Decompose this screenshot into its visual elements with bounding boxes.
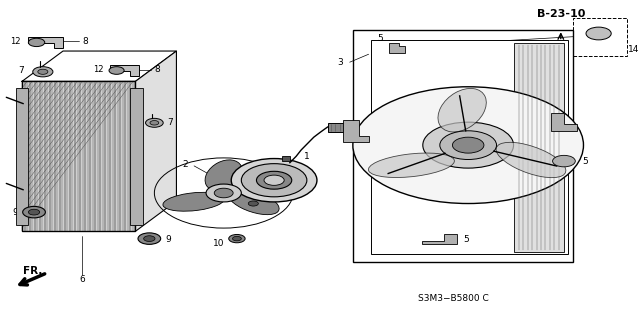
Circle shape [138, 233, 161, 244]
Text: 1: 1 [304, 152, 310, 161]
Bar [573, 18, 627, 56]
Text: 14: 14 [628, 45, 639, 54]
Bar [513, 43, 564, 252]
Polygon shape [551, 113, 577, 131]
Circle shape [440, 131, 497, 160]
Circle shape [241, 164, 307, 197]
Text: 6: 6 [79, 275, 84, 284]
Text: 13: 13 [539, 104, 550, 113]
Circle shape [423, 122, 513, 168]
Polygon shape [344, 120, 369, 142]
Circle shape [38, 69, 48, 74]
Text: FR.: FR. [23, 266, 42, 276]
Circle shape [232, 236, 241, 241]
Bar [131, 88, 143, 225]
Polygon shape [389, 43, 405, 53]
Circle shape [206, 184, 241, 202]
Bar [353, 30, 573, 262]
Ellipse shape [438, 88, 486, 132]
Text: 7: 7 [167, 118, 173, 127]
Text: B-23-10: B-23-10 [536, 9, 585, 19]
Bar [328, 123, 346, 132]
Circle shape [586, 27, 611, 40]
Text: 11: 11 [233, 196, 244, 204]
Circle shape [257, 171, 292, 189]
Circle shape [22, 206, 45, 218]
Circle shape [28, 38, 45, 47]
Circle shape [143, 236, 155, 241]
Circle shape [264, 175, 284, 185]
Circle shape [353, 87, 584, 204]
Text: 9: 9 [13, 208, 19, 217]
Polygon shape [28, 37, 63, 48]
Text: 9: 9 [165, 235, 171, 244]
Text: 12: 12 [10, 37, 20, 46]
Text: 5: 5 [378, 34, 383, 43]
Bar [282, 156, 291, 161]
Polygon shape [110, 65, 139, 76]
Ellipse shape [369, 153, 454, 177]
Bar [371, 40, 568, 254]
Polygon shape [22, 81, 136, 231]
Text: 5: 5 [582, 157, 588, 166]
Circle shape [228, 234, 245, 243]
Circle shape [109, 67, 124, 74]
Circle shape [33, 67, 53, 77]
Circle shape [28, 209, 40, 215]
Circle shape [214, 188, 233, 198]
Text: 15: 15 [329, 125, 340, 134]
Polygon shape [136, 51, 177, 231]
Bar [16, 88, 28, 225]
Circle shape [552, 155, 575, 167]
Circle shape [248, 201, 259, 206]
Text: 10: 10 [213, 239, 225, 248]
Circle shape [150, 121, 159, 125]
Ellipse shape [205, 160, 243, 191]
Circle shape [452, 137, 484, 153]
Text: 4: 4 [260, 204, 266, 212]
Text: 8: 8 [154, 65, 160, 74]
Text: 2: 2 [182, 160, 188, 169]
Text: 3: 3 [337, 58, 343, 67]
Text: 12: 12 [93, 65, 104, 74]
Text: 5: 5 [463, 235, 469, 244]
Text: S3M3−B5800 C: S3M3−B5800 C [419, 294, 489, 303]
Ellipse shape [496, 142, 566, 178]
Text: 8: 8 [82, 37, 88, 46]
Text: 7: 7 [18, 66, 24, 75]
Circle shape [231, 159, 317, 202]
Ellipse shape [228, 189, 279, 215]
Circle shape [145, 118, 163, 127]
Ellipse shape [163, 192, 225, 211]
Polygon shape [422, 234, 457, 244]
